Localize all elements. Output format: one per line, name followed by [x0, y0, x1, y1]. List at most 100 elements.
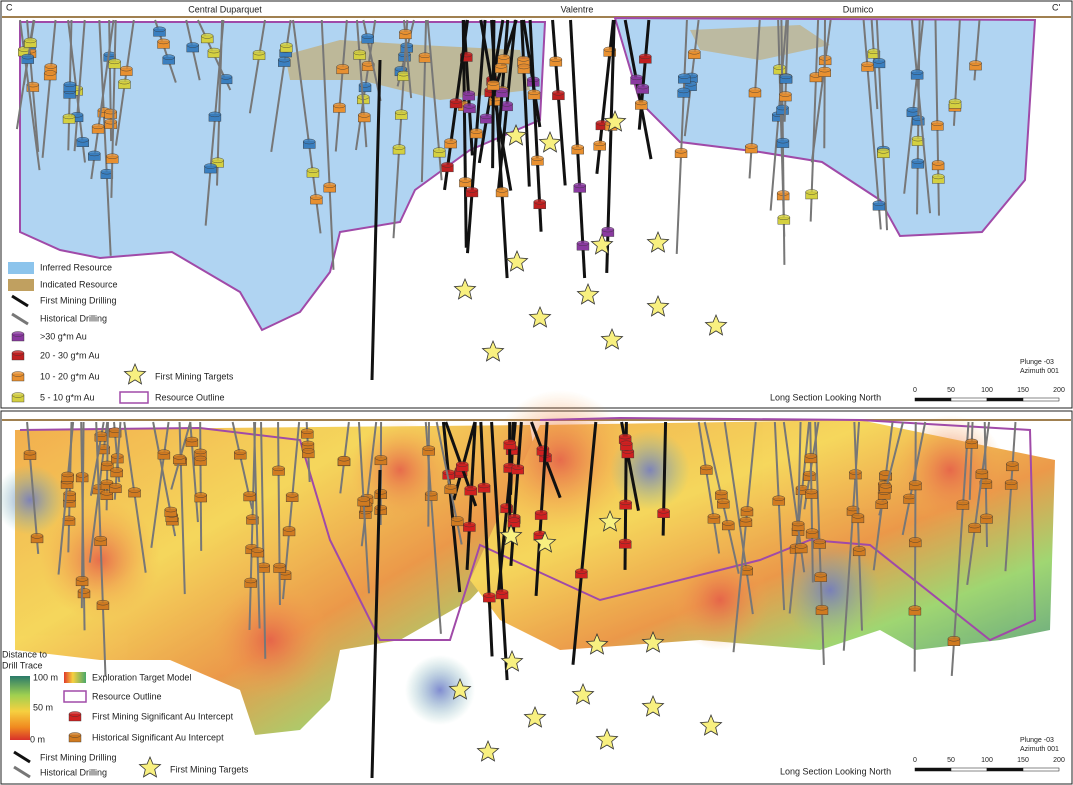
intercept-top — [208, 111, 222, 118]
scale-bar — [950, 397, 988, 402]
intercept-top — [772, 495, 786, 501]
intercept-top — [62, 113, 76, 120]
intercept-top — [804, 453, 818, 459]
legend-label: Historical Significant Au Intercept — [92, 732, 224, 742]
intercept-top — [392, 144, 406, 150]
scale-bar — [950, 767, 988, 772]
intercept-top — [549, 56, 563, 62]
intercept-top — [777, 214, 791, 220]
intercept-top — [477, 482, 491, 489]
area-label: Dumico — [843, 4, 874, 14]
intercept-top — [1004, 479, 1018, 486]
drill-hole — [41, 19, 57, 158]
drill-hole — [320, 19, 335, 270]
intercept-top — [748, 87, 762, 93]
legend-label: Indicated Resource — [40, 279, 118, 289]
scale-label: 150 — [1017, 757, 1029, 764]
drill-hole — [809, 421, 814, 583]
intercept-top — [157, 449, 171, 455]
intercept-top — [700, 464, 713, 471]
intercept-top — [433, 147, 446, 153]
intercept-top — [975, 468, 989, 475]
drill-hole — [875, 19, 889, 231]
legend-label: 10 - 20 g*m Au — [40, 371, 100, 381]
intercept-top — [875, 499, 888, 505]
intercept-top — [303, 138, 316, 145]
area-label: Central Duparquet — [188, 4, 262, 14]
intercept-top — [511, 464, 525, 470]
intercept-top — [980, 513, 993, 520]
intercept-top — [674, 148, 688, 154]
target-star — [448, 677, 472, 700]
target-star — [699, 713, 723, 736]
intercept-top — [527, 89, 541, 95]
target-star — [571, 682, 595, 705]
intercept-top — [573, 182, 586, 189]
intercept-top — [463, 521, 476, 528]
intercept-top — [552, 90, 565, 96]
intercept-top — [979, 478, 993, 485]
drill-hole — [110, 19, 117, 198]
drill-hole — [732, 421, 757, 653]
swatch — [13, 750, 31, 764]
drill-hole — [973, 19, 981, 81]
drill-hole — [809, 19, 820, 222]
intercept-top — [273, 562, 286, 569]
scale-label: 0 — [913, 757, 917, 764]
intercept-top — [108, 58, 121, 65]
intercept-top — [323, 182, 336, 188]
intercept-top — [805, 189, 818, 195]
intercept-top — [815, 604, 829, 611]
intercept-top — [109, 483, 122, 489]
drill-hole — [357, 421, 370, 594]
intercept-top — [818, 66, 831, 73]
scale-label: 150 — [1017, 387, 1029, 394]
intercept-top — [795, 485, 809, 491]
intercept-top — [211, 157, 224, 163]
intercept-top — [814, 571, 827, 578]
section-label: C — [6, 2, 13, 12]
intercept-top — [353, 49, 366, 56]
legend-label: Historical Drilling — [40, 767, 107, 777]
intercept-top — [243, 491, 256, 497]
intercept-top — [639, 53, 652, 60]
scale-bar — [914, 397, 952, 402]
intercept-top — [194, 455, 207, 462]
intercept-top — [517, 63, 531, 70]
intercept-top — [280, 42, 293, 48]
intercept-top — [464, 485, 477, 491]
intercept-top — [357, 496, 370, 502]
intercept-top — [715, 489, 728, 496]
intercept-top — [776, 104, 789, 111]
legend-label: First Mining Significant Au Intercept — [92, 711, 234, 721]
intercept-top — [278, 56, 291, 63]
intercept-top — [480, 113, 493, 120]
intercept-top — [75, 576, 89, 582]
target-star — [523, 705, 547, 728]
intercept-top — [207, 47, 221, 54]
target-star — [533, 530, 557, 553]
intercept-top — [536, 445, 550, 451]
target-star — [453, 277, 477, 300]
legend-label: >30 g*m Au — [40, 331, 87, 341]
intercept-top — [76, 137, 89, 143]
intercept-top — [336, 64, 349, 70]
intercept-top — [740, 506, 754, 512]
drill-hole — [441, 421, 462, 593]
intercept-top — [301, 440, 315, 447]
intercept-top — [153, 26, 166, 33]
drill-hole — [571, 421, 598, 665]
intercept-top — [173, 454, 186, 460]
intercept-top — [194, 448, 207, 455]
drill-hole — [528, 19, 543, 232]
intercept-top — [204, 163, 217, 169]
intercept-top — [26, 81, 40, 88]
intercept-top — [128, 487, 141, 493]
legend-label: Exploration Target Model — [92, 672, 191, 682]
intercept-top — [310, 194, 323, 200]
intercept-top — [200, 33, 214, 39]
drill-hole — [491, 19, 496, 169]
swatch — [11, 294, 29, 308]
intercept-top — [1006, 461, 1019, 467]
intercept-top — [947, 636, 961, 642]
